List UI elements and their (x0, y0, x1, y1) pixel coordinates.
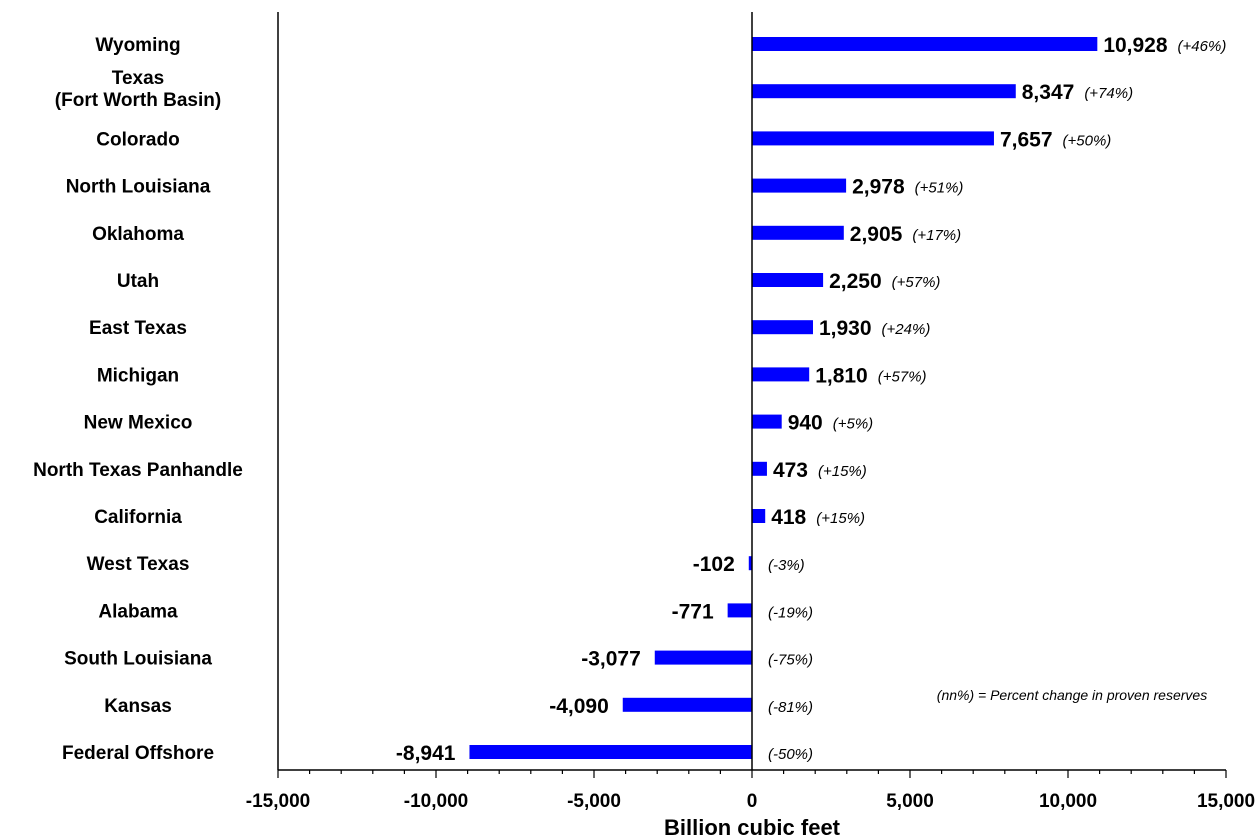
category-label: East Texas (89, 318, 187, 339)
value-label: 7,657 (1000, 128, 1053, 151)
x-axis-title: Billion cubic feet (664, 815, 841, 840)
bar (752, 461, 767, 476)
bar (752, 178, 847, 193)
percent-labels: (+46%) (+74%) (+50%) (+51%) (+17%) (+57%) (+24… (768, 38, 1226, 763)
x-tick-label: -15,000 (246, 791, 310, 812)
value-label: 2,978 (852, 176, 905, 199)
value-label: 2,905 (850, 223, 903, 246)
bar (622, 697, 752, 712)
bar (469, 745, 752, 759)
percent-label: (-3%) (768, 557, 805, 574)
percent-label: (+57%) (878, 368, 927, 385)
percent-label: (+15%) (816, 510, 865, 527)
percent-label: (+50%) (1063, 132, 1112, 149)
category-label: Federal Offshore (62, 743, 214, 764)
x-axis-ticks: -15,000 -10,000 -5,000 0 5,000 10,000 15,000 (246, 770, 1255, 812)
value-label: -3,077 (581, 648, 641, 671)
category-labels: Wyoming Texas(Fort Worth Basin) Colorado No… (33, 35, 243, 764)
bar (748, 556, 752, 571)
bar (752, 37, 1098, 51)
bars-group (469, 37, 1098, 759)
category-label: New Mexico (84, 413, 193, 434)
bar (752, 225, 844, 240)
bar (752, 367, 810, 382)
percent-note-annotation: (nn%) = Percent change in proven reserve… (937, 687, 1207, 703)
x-tick-label: 5,000 (886, 791, 934, 812)
bar (752, 273, 824, 287)
percent-label: (+51%) (915, 180, 964, 197)
percent-label: (-19%) (768, 604, 813, 621)
percent-label: (-81%) (768, 699, 813, 716)
value-label: 1,930 (819, 317, 872, 340)
bar (752, 84, 1016, 99)
value-label: -8,941 (396, 742, 456, 765)
axes (277, 12, 1226, 771)
category-label: North Texas Panhandle (33, 460, 243, 481)
value-labels: 10,928 8,347 7,657 2,978 2,905 2,250 1,930 1,81… (396, 34, 1168, 765)
value-label: -4,090 (549, 695, 609, 718)
percent-label: (-50%) (768, 746, 813, 763)
percent-label: (+24%) (882, 321, 931, 338)
category-label: Michigan (97, 365, 179, 386)
x-tick-label: -10,000 (404, 791, 468, 812)
bar (752, 509, 766, 523)
value-label: 418 (771, 506, 806, 529)
category-label: Colorado (96, 129, 179, 150)
bar (727, 603, 752, 618)
category-label: Wyoming (95, 35, 180, 56)
value-label: 10,928 (1103, 34, 1168, 57)
value-label: 940 (788, 412, 823, 435)
percent-label: (+74%) (1084, 85, 1133, 102)
bar (752, 414, 782, 429)
category-label: Kansas (104, 696, 172, 717)
x-tick-label: 0 (747, 791, 758, 812)
value-label: -771 (672, 600, 714, 623)
value-label: 1,810 (815, 364, 868, 387)
category-label: North Louisiana (66, 177, 211, 198)
x-tick-label: 15,000 (1197, 791, 1255, 812)
category-label: South Louisiana (64, 649, 212, 670)
value-label: -102 (693, 553, 735, 576)
bar (654, 650, 752, 665)
value-label: 2,250 (829, 270, 882, 293)
x-tick-label: 10,000 (1039, 791, 1097, 812)
percent-label: (+5%) (833, 416, 873, 433)
bar (752, 131, 994, 146)
category-label: Utah (117, 271, 159, 292)
category-label: (Fort Worth Basin) (55, 90, 221, 111)
percent-label: (+57%) (892, 274, 941, 291)
category-label: California (94, 507, 182, 528)
category-label: Oklahoma (92, 224, 184, 245)
value-label: 473 (773, 459, 808, 482)
category-label: West Texas (87, 554, 190, 575)
x-tick-label: -5,000 (567, 791, 621, 812)
value-label: 8,347 (1022, 81, 1075, 104)
bar (752, 320, 813, 335)
percent-label: (+17%) (912, 227, 961, 244)
percent-label: (-75%) (768, 652, 813, 669)
category-label: Alabama (98, 601, 178, 622)
percent-label: (+46%) (1178, 38, 1227, 55)
percent-label: (+15%) (818, 463, 867, 480)
category-label: Texas (112, 68, 164, 89)
